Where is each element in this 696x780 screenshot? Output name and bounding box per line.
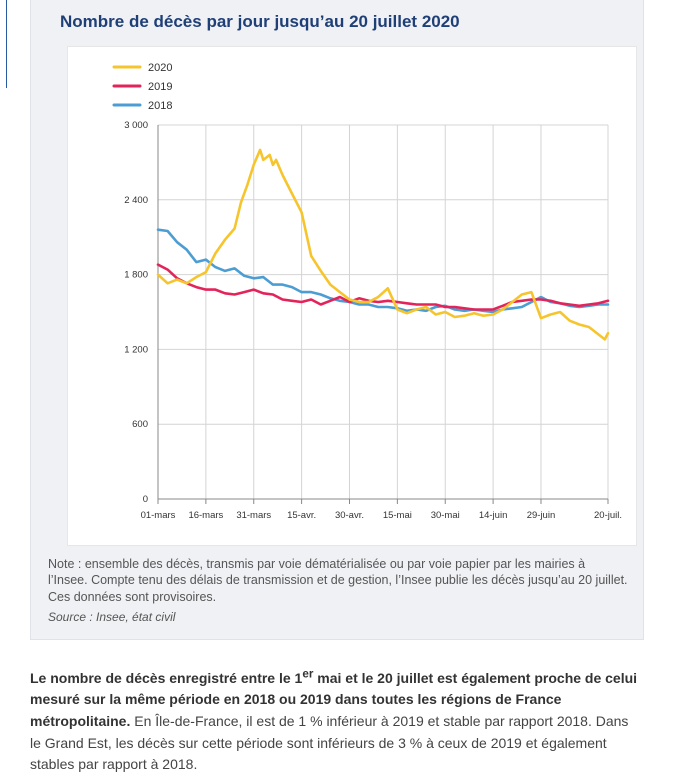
chart-container: 0 600 1 200 1 800 2 400 3 000 01-mars 16-mars 31… <box>67 46 637 546</box>
left-accent-bar <box>6 0 7 88</box>
bold-text-part2: mai et le 20 juillet est également proch… <box>30 669 638 730</box>
y-tick-label: 1 800 <box>124 270 148 281</box>
x-tick-label: 20-juil. <box>594 510 622 521</box>
legend-label-2019: 2019 <box>148 81 172 93</box>
series-line-2018 <box>156 228 610 314</box>
y-tick-label: 1 200 <box>124 344 148 355</box>
x-tick-label: 15-avr. <box>287 510 316 521</box>
y-tick-label: 3 000 <box>124 120 148 131</box>
series-line-2020 <box>156 148 610 341</box>
paragraph-rest: En Île-de-France, il est de 1 % inférieu… <box>30 713 629 773</box>
x-tick-label: 31-mars <box>236 510 271 521</box>
y-tick-label: 0 <box>143 494 148 505</box>
line-chart: 0 600 1 200 1 800 2 400 3 000 01-mars 16-mars 31… <box>112 62 622 521</box>
y-tick-label: 2 400 <box>124 195 148 206</box>
x-tick-label: 16-mars <box>188 510 223 521</box>
x-tick-label: 29-juin <box>527 510 556 521</box>
chart-note: Note : ensemble des décès, transmis par … <box>48 557 628 604</box>
paragraph-bold-lead: Le nombre de décès enregistré entre le 1… <box>30 667 638 730</box>
x-tick-label: 15-mai <box>383 510 412 521</box>
x-tick-label: 30-avr. <box>335 510 364 521</box>
chart-title: Nombre de décès par jour jusqu’au 20 jui… <box>60 12 460 31</box>
bold-text-part1: Le nombre de décès enregistré entre le 1 <box>30 669 303 686</box>
chart-source: Source : Insee, état civil <box>48 610 176 624</box>
x-tick-label: 14-juin <box>479 510 508 521</box>
bold-text-superscript: er <box>302 667 314 680</box>
x-tick-label: 01-mars <box>141 510 176 521</box>
article-paragraph: Le nombre de décès enregistré entre le 1… <box>30 665 640 776</box>
chart-card: Nombre de décès par jour jusqu’au 20 jui… <box>30 0 644 640</box>
y-tick-label: 600 <box>132 419 148 430</box>
legend-label-2018: 2018 <box>148 100 172 112</box>
legend-label-2020: 2020 <box>148 62 172 74</box>
x-tick-label: 30-mai <box>431 510 460 521</box>
